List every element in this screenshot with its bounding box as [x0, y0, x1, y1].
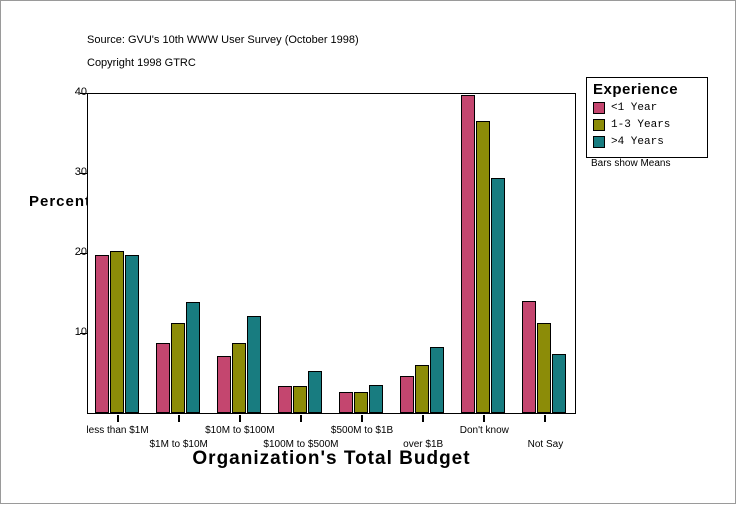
x-tick-mark [177, 415, 180, 422]
bar [461, 95, 476, 413]
legend-entry-label: 1-3 Years [611, 119, 671, 131]
x-tick-mark [361, 415, 364, 422]
x-tick-mark [299, 415, 302, 422]
y-tick-label: 20 [74, 246, 87, 258]
bar [124, 254, 139, 413]
bar [491, 177, 506, 413]
x-tick-label: $100M to $500M [263, 439, 339, 450]
bar [476, 121, 491, 413]
x-axis-title: Organization's Total Budget [192, 448, 471, 469]
x-tick-label: $500M to $1B [330, 425, 394, 436]
bar [277, 385, 292, 413]
bars-layer [88, 94, 575, 413]
x-tick-mark [483, 415, 486, 422]
x-tick-mark [238, 415, 241, 422]
legend-entry-label: >4 Years [611, 136, 664, 148]
x-tick-label: Don't know [459, 425, 509, 436]
legend-entry: 1-3 Years [593, 117, 701, 133]
bar [231, 343, 246, 413]
legend-entry-label: <1 Year [611, 102, 658, 114]
bar [292, 385, 307, 413]
bar [155, 342, 170, 413]
bar [94, 254, 109, 413]
bar [400, 376, 415, 413]
y-tick-label: 30 [74, 166, 87, 178]
bar [216, 356, 231, 413]
bar [109, 251, 124, 413]
bar [339, 392, 354, 413]
y-tick-mark [80, 93, 88, 94]
legend-entries: <1 Year 1-3 Years >4 Years [593, 100, 701, 150]
y-tick-label: 10 [74, 326, 87, 338]
bar [185, 301, 200, 413]
source-note: Source: GVU's 10th WWW User Survey (Octo… [87, 34, 359, 46]
x-tick-label: $1M to $10M [149, 439, 208, 450]
bars-show-means-note: Bars show Means [591, 158, 671, 169]
bar [415, 365, 430, 413]
x-tick-mark [116, 415, 119, 422]
x-tick-label: over $1B [403, 439, 444, 450]
bar [430, 347, 445, 413]
x-tick-label: $10M to $100M [205, 425, 275, 436]
legend-entry: <1 Year [593, 100, 701, 116]
bar [552, 353, 567, 413]
bar [369, 385, 384, 413]
y-axis-title: Percent [29, 193, 92, 210]
legend-color-swatch [593, 136, 605, 148]
y-axis-ticks: 10 20 30 40 [49, 1, 88, 505]
bar [522, 301, 537, 413]
copyright-note: Copyright 1998 GTRC [87, 57, 196, 69]
x-tick-mark [422, 415, 425, 422]
bar [246, 316, 261, 413]
x-tick-label: less than $1M [86, 425, 149, 436]
y-tick-mark [80, 173, 88, 174]
x-tick-mark [544, 415, 547, 422]
bar [537, 323, 552, 413]
y-tick-label: 40 [74, 86, 87, 98]
legend-color-swatch [593, 102, 605, 114]
bar [307, 370, 322, 413]
y-tick-mark [80, 253, 88, 254]
bar [170, 323, 185, 413]
legend-color-swatch [593, 119, 605, 131]
x-tick-label: Not Say [527, 439, 564, 450]
bar [354, 392, 369, 413]
legend-entry: >4 Years [593, 134, 701, 150]
y-tick-mark [80, 333, 88, 334]
plot-area [87, 93, 576, 414]
legend: Experience <1 Year 1-3 Years >4 Years [586, 77, 708, 158]
legend-title: Experience [593, 81, 679, 98]
